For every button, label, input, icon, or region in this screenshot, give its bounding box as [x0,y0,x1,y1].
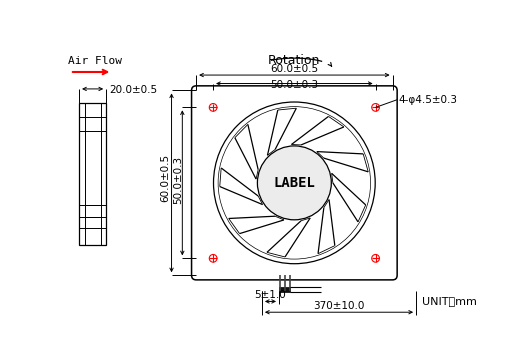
Text: Rotation: Rotation [268,53,321,67]
Bar [79,103,106,245]
Text: 50.0±0.3: 50.0±0.3 [173,156,183,204]
Text: 60.0±0.5: 60.0±0.5 [270,63,318,74]
Text: 50.0±0.3: 50.0±0.3 [270,80,318,90]
Text: 370±10.0: 370±10.0 [313,301,365,311]
Circle shape [258,146,331,220]
Text: LABEL: LABEL [273,176,315,190]
Text: 20.0±0.5: 20.0±0.5 [109,85,157,95]
Bar [279,287,290,292]
Text: 4-φ4.5±0.3: 4-φ4.5±0.3 [399,95,458,105]
Text: UNIT：mm: UNIT：mm [422,297,477,307]
Text: Air Flow: Air Flow [69,56,122,66]
Text: 60.0±0.5: 60.0±0.5 [160,154,170,202]
Text: 5±1.0: 5±1.0 [254,290,286,300]
